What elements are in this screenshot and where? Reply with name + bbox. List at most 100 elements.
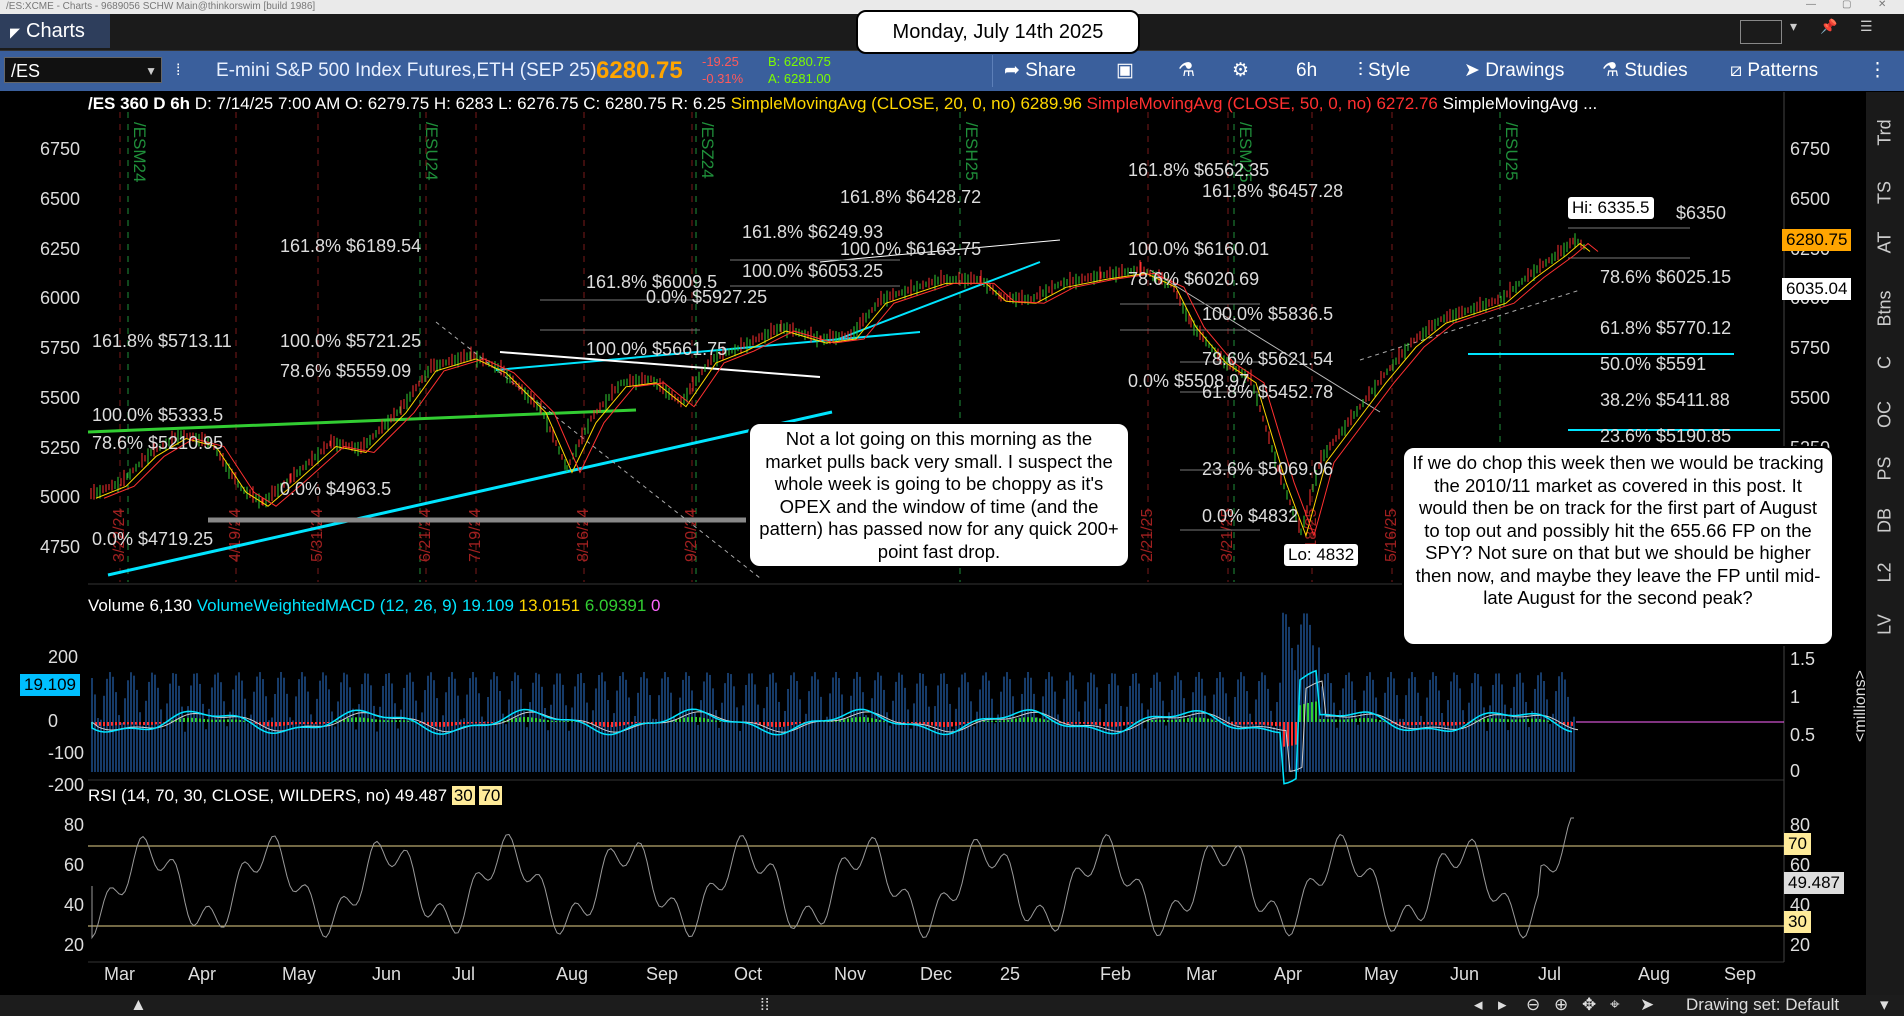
fib-label: 0.0% $5508.97 — [1128, 371, 1250, 391]
sma3-label[interactable]: SimpleMovingAvg ... — [1442, 94, 1598, 113]
price-tick-label: 6500 — [40, 188, 81, 209]
sma20-value: 6289.96 — [1020, 94, 1082, 113]
fib-label: 161.8% $6457.28 — [1202, 181, 1344, 201]
bottom-status-bar: ▲ ⁞⁞ ◂ ▸ ⊖ ⊕ ✥ ⌖ ➤ Drawing set: Default … — [0, 995, 1904, 1016]
fib-label: 161.8% $6249.93 — [742, 222, 884, 242]
side-tab-ts[interactable]: TS — [1874, 181, 1895, 205]
sma50-line — [103, 242, 1599, 538]
fib-label: 100.0% $6163.75 — [840, 239, 982, 259]
rsi-value-marker: 49.487 — [1784, 872, 1844, 894]
layout-box[interactable] — [1740, 20, 1782, 44]
side-tab-trd[interactable]: Trd — [1874, 119, 1895, 146]
zoom-in-icon[interactable]: ⊕ — [1554, 995, 1569, 1014]
timeframe-button[interactable]: 6h — [1296, 60, 1318, 81]
fib-label: 61.8% $5770.12 — [1600, 318, 1732, 338]
patterns-button[interactable]: ⧄ Patterns — [1730, 60, 1819, 81]
macd-study-label[interactable]: VolumeWeightedMACD (12, 26, 9) — [196, 596, 458, 615]
rsi-right-tick-label: 20 — [1790, 935, 1811, 955]
low-callout: Lo: 4832 — [1284, 544, 1359, 566]
share-button[interactable]: ➦ Share — [1004, 60, 1076, 81]
macd-value-3: 6.09391 — [584, 596, 647, 615]
ohlc-readout: D: 7/14/25 7:00 AM O: 6279.75 H: 6283 L:… — [194, 94, 726, 113]
scroll-left-icon[interactable]: ◂ — [1474, 995, 1483, 1014]
side-tab-ps[interactable]: PS — [1874, 456, 1895, 481]
macd-line — [91, 669, 1573, 785]
crosshair-icon[interactable]: ⌖ — [1610, 995, 1620, 1014]
fib-label: 161.8% $5713.11 — [92, 331, 232, 351]
fib-label: 23.6% $5190.85 — [1600, 426, 1732, 446]
link-icon[interactable]: ⁞ — [176, 62, 181, 79]
fib-label: 100.0% $6160.01 — [1128, 239, 1270, 259]
symbol-input[interactable]: /ES ▼ — [4, 57, 162, 83]
drag-handle-icon[interactable]: ⁞⁞ — [760, 995, 770, 1014]
rsi-tick-label: 20 — [64, 935, 85, 955]
drawings-button[interactable]: ➤ Drawings — [1464, 60, 1565, 81]
expiry-label: /ESU25 — [1502, 122, 1521, 181]
net-change: -19.25 — [702, 54, 739, 69]
chevron-down-icon[interactable]: ▼ — [145, 64, 157, 78]
rsi-study-label[interactable]: RSI (14, 70, 30, CLOSE, WILDERS, no) — [88, 786, 391, 805]
side-tab-l2[interactable]: L2 — [1874, 562, 1895, 583]
side-tab-oc[interactable]: OC — [1874, 401, 1895, 428]
ask-price: A: 6281.00 — [768, 71, 831, 86]
menu-icon[interactable]: ☰ — [1860, 18, 1873, 34]
scroll-right-icon[interactable]: ▸ — [1498, 995, 1507, 1014]
pin-icon[interactable]: 📌 — [1820, 18, 1838, 34]
price-tick-label: 5250 — [40, 437, 81, 458]
time-tick-label: Apr — [1274, 964, 1303, 984]
date-marker-label: 3/22/24 — [111, 509, 128, 562]
dropdown-caret-icon[interactable]: ▾ — [1790, 18, 1798, 34]
flexible-grid-icon[interactable]: ▣ — [1116, 60, 1134, 81]
bid-price: B: 6280.75 — [768, 54, 831, 69]
tab-charts[interactable]: ◤ Charts — [0, 14, 110, 48]
fib-label: 161.8% $6189.54 — [280, 236, 422, 256]
time-tick-label: Jun — [1450, 964, 1480, 984]
annotation-note-left: Not a lot going on this morning as the m… — [748, 422, 1130, 568]
macd-header: Volume 6,130 VolumeWeightedMACD (12, 26,… — [88, 595, 661, 617]
volume-tick-label: 0 — [1790, 761, 1801, 781]
flask-icon[interactable]: ⚗ — [1178, 60, 1196, 81]
sma50-label[interactable]: SimpleMovingAvg (CLOSE, 50, 0, no) — [1086, 94, 1372, 113]
pan-icon[interactable]: ✥ — [1582, 995, 1597, 1014]
style-icon: ⫶ — [1358, 60, 1369, 81]
side-tab-lv[interactable]: LV — [1874, 614, 1895, 635]
maximize-icon[interactable]: ▢ — [1842, 0, 1852, 10]
gear-icon[interactable]: ⚙ — [1232, 60, 1250, 81]
date-marker-label: 7/19/24 — [467, 509, 484, 562]
sma20-label[interactable]: SimpleMovingAvg (CLOSE, 20, 0, no) — [730, 94, 1016, 113]
target-label: $6350 — [1676, 203, 1727, 223]
close-icon[interactable]: ✕ — [1878, 0, 1887, 10]
fib-label: 23.6% $5069.06 — [1202, 459, 1334, 479]
date-marker-label: 6/21/24 — [417, 509, 434, 562]
price-tick-label: 6000 — [40, 288, 81, 309]
percent-change: -0.31% — [702, 71, 744, 86]
side-tab-c[interactable]: C — [1874, 356, 1895, 369]
side-tab-db[interactable]: DB — [1874, 508, 1895, 534]
pointer-icon[interactable]: ➤ — [1640, 995, 1655, 1014]
time-tick-label: May — [282, 964, 317, 984]
volume-tick-label: 1 — [1790, 687, 1801, 707]
time-tick-label: Nov — [834, 964, 867, 984]
side-tab-btns[interactable]: Btns — [1874, 290, 1895, 327]
fib-label: 100.0% $5721.25 — [280, 331, 422, 351]
cursor-tool-icon[interactable]: ▲ — [130, 995, 147, 1014]
last-price-marker: 6280.75 — [1782, 229, 1852, 251]
rsi-tick-label: 80 — [64, 815, 85, 835]
rsi-oversold: 30 — [451, 786, 475, 805]
trendline — [1149, 269, 1381, 413]
style-button[interactable]: ⫶ Style — [1358, 60, 1411, 81]
high-callout: Hi: 6335.5 — [1568, 197, 1654, 219]
macd-signal-line — [91, 680, 1579, 772]
fib-label: 50.0% $5591 — [1600, 354, 1707, 374]
chevron-down-icon[interactable]: ▾ — [1880, 995, 1889, 1014]
drawing-set-label[interactable]: Drawing set: Default — [1686, 995, 1840, 1014]
price-tick-label: 6250 — [40, 238, 81, 259]
zoom-out-icon[interactable]: ⊖ — [1526, 995, 1541, 1014]
studies-button[interactable]: ⚗ Studies — [1602, 60, 1688, 81]
time-tick-label: Jul — [452, 964, 476, 984]
fib-label: 161.8% $6428.72 — [840, 187, 982, 207]
minimize-icon[interactable]: — — [1806, 0, 1816, 10]
side-tab-at[interactable]: AT — [1874, 231, 1895, 254]
time-tick-label: Mar — [104, 964, 135, 984]
more-icon[interactable]: ⋮ — [1868, 60, 1887, 81]
